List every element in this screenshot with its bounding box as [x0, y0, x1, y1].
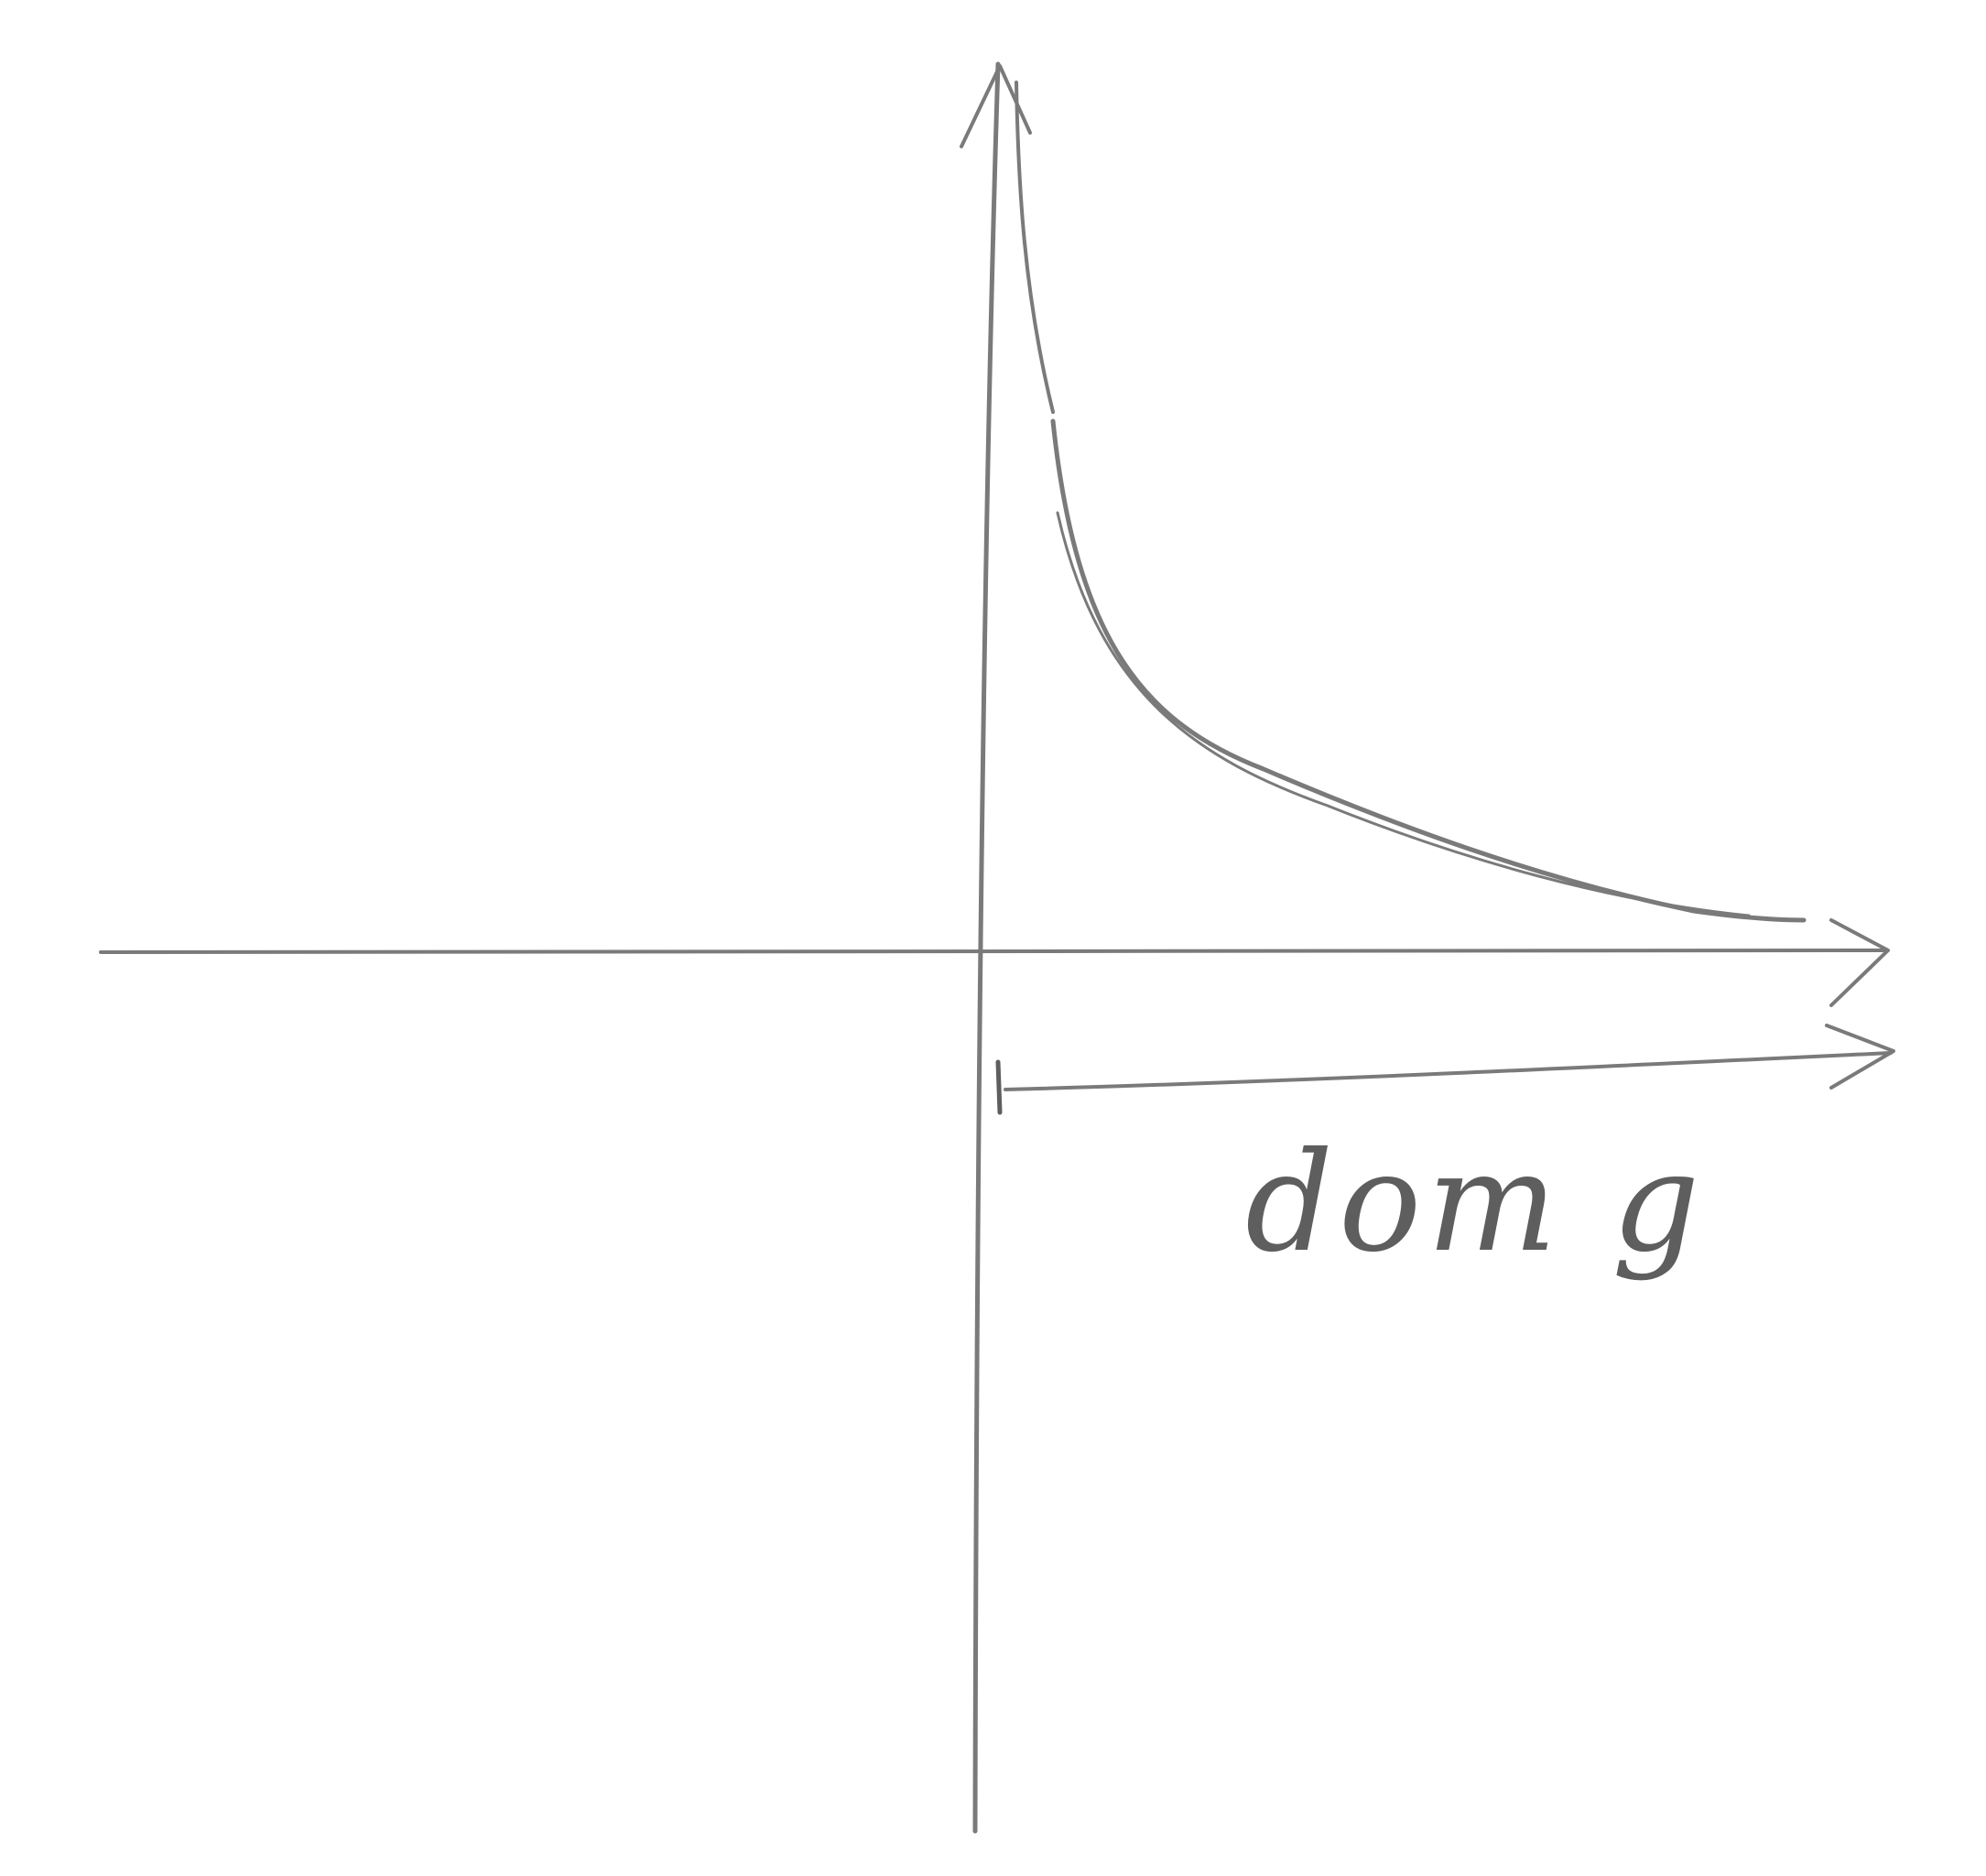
- domain-label: dom g: [1245, 1123, 1705, 1283]
- x-axis-arrow-icon: [1829, 918, 1890, 1007]
- domain-arrow-line: [1004, 1051, 1893, 1091]
- domain-start-tick: [995, 1059, 1003, 1115]
- x-axis: [99, 949, 1888, 954]
- y-axis-arrow-icon: [960, 64, 1032, 148]
- curve-asymptote-stroke: [1015, 81, 1055, 414]
- y-axis: [972, 61, 1001, 1834]
- domain-arrow-icon: [1825, 1024, 1895, 1090]
- function-curve: [1050, 418, 1807, 923]
- function-curve-shading: [1056, 511, 1751, 917]
